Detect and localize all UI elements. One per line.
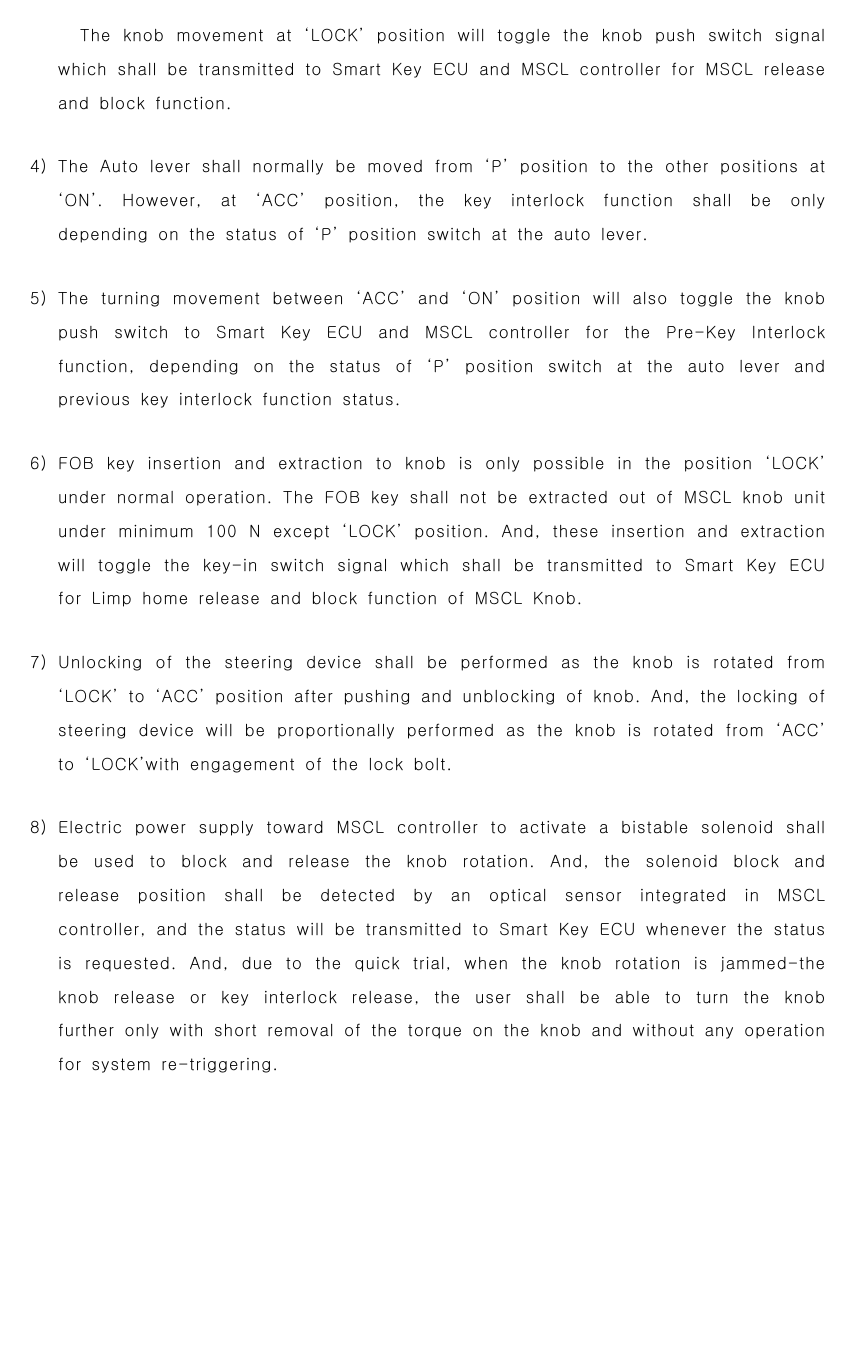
paragraph-text: The knob movement at ‘LOCK’ position wil… [58, 18, 826, 119]
item-number: 7) [30, 645, 58, 679]
paragraph-text: Electric power supply toward MSCL contro… [58, 810, 826, 1081]
paragraph-text: FOB key insertion and extraction to knob… [58, 446, 826, 615]
item-number: 5) [30, 281, 58, 315]
item-number: 8) [30, 810, 58, 844]
item-number: 4) [30, 149, 58, 183]
paragraph-item-5: 5) The turning movement between ‘ACC’ an… [30, 281, 826, 416]
paragraph-text: The turning movement between ‘ACC’ and ‘… [58, 281, 826, 416]
paragraph-item-6: 6) FOB key insertion and extraction to k… [30, 446, 826, 615]
item-number: 6) [30, 446, 58, 480]
paragraph-item-8: 8) Electric power supply toward MSCL con… [30, 810, 826, 1081]
paragraph-item-7: 7) Unlocking of the steering device shal… [30, 645, 826, 780]
paragraph-continuation: The knob movement at ‘LOCK’ position wil… [30, 18, 826, 119]
paragraph-text: The Auto lever shall normally be moved f… [58, 149, 826, 250]
paragraph-text: Unlocking of the steering device shall b… [58, 645, 826, 780]
paragraph-item-4: 4) The Auto lever shall normally be move… [30, 149, 826, 250]
